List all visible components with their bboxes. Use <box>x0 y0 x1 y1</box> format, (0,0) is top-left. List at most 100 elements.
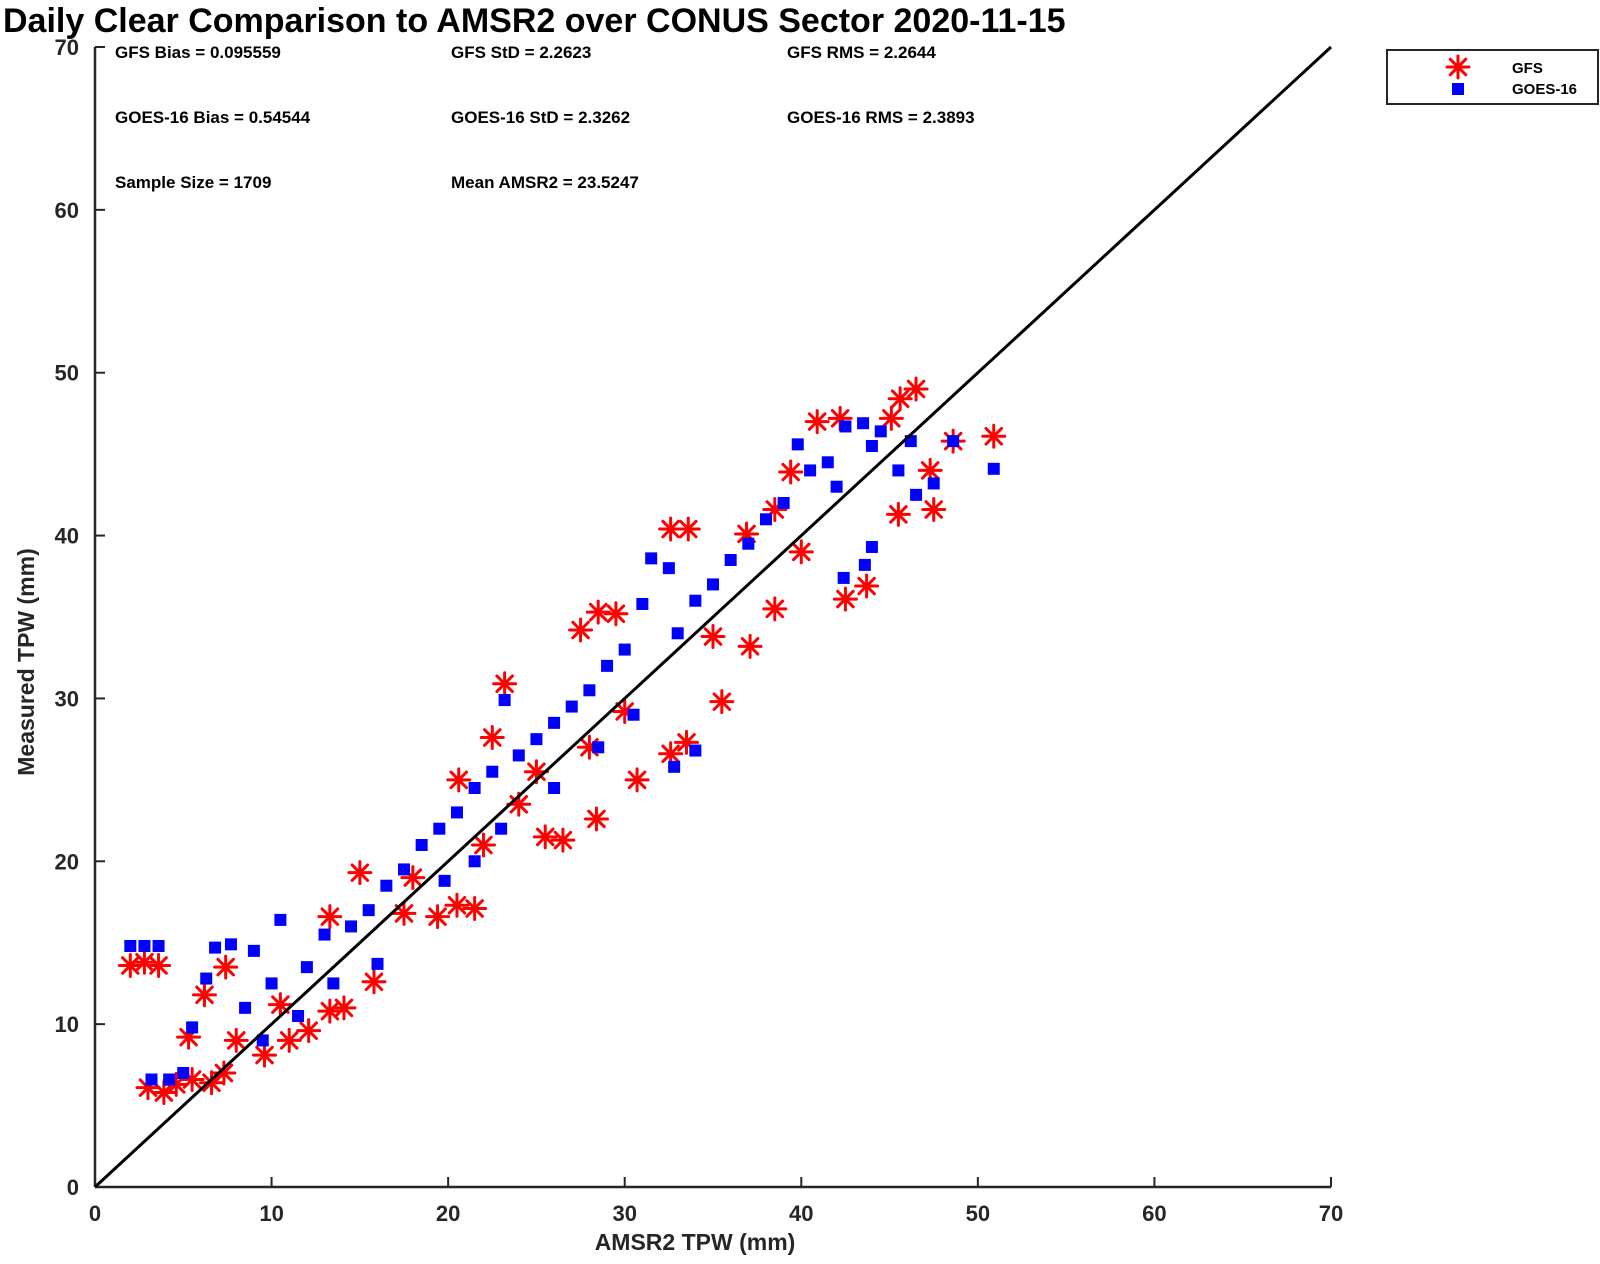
stat-mean-amsr2: Mean AMSR2 = 23.5247 <box>451 173 639 192</box>
gfs-point <box>878 405 904 431</box>
goes16-point <box>548 716 561 729</box>
goes16-point <box>583 684 596 697</box>
goes16-point <box>830 480 843 493</box>
goes16-point <box>380 879 393 892</box>
legend-gfs-label: GFS <box>1512 60 1543 77</box>
goes16-point <box>345 920 358 933</box>
gfs-point <box>788 539 814 565</box>
x-tick-label: 50 <box>966 1201 990 1226</box>
gfs-point <box>583 806 609 832</box>
goes16-point <box>947 435 960 448</box>
gfs-point <box>737 633 763 659</box>
goes16-point <box>601 659 614 672</box>
gfs-point <box>276 1027 302 1053</box>
legend: GFS GOES-16 <box>1386 49 1599 105</box>
goes16-point <box>671 627 684 640</box>
gfs-point <box>444 892 470 918</box>
y-tick-label: 70 <box>55 35 79 60</box>
gfs-point <box>446 767 472 793</box>
goes16-point <box>186 1021 199 1034</box>
gfs-series <box>117 376 1007 1106</box>
goes16-point <box>274 913 287 926</box>
legend-goes16-square-icon <box>1452 83 1464 95</box>
x-tick-label: 60 <box>1142 1201 1166 1226</box>
stat-sample-size: Sample Size = 1709 <box>115 173 271 192</box>
goes16-point <box>689 594 702 607</box>
gfs-point <box>832 586 858 612</box>
y-tick-label: 40 <box>55 524 79 549</box>
goes16-point <box>486 765 499 778</box>
goes16-point <box>256 1034 269 1047</box>
goes16-point <box>548 782 561 794</box>
y-tick-label: 10 <box>55 1012 79 1037</box>
gfs-point <box>709 689 735 715</box>
goes16-point <box>724 554 737 566</box>
gfs-point <box>981 423 1007 449</box>
goes16-point <box>858 558 871 571</box>
goes16-point <box>707 578 719 591</box>
gfs-point <box>267 992 293 1018</box>
goes16-point <box>318 928 331 941</box>
gfs-point <box>252 1042 278 1068</box>
goes16-point <box>239 1001 252 1014</box>
gfs-point <box>903 376 929 402</box>
y-tick-label: 20 <box>55 849 79 874</box>
goes16-point <box>892 464 905 477</box>
goes16-point <box>498 694 511 707</box>
goes16-point <box>530 733 543 746</box>
gfs-point <box>331 995 357 1021</box>
gfs-point <box>391 900 417 926</box>
gfs-point <box>470 832 496 858</box>
stat-goes-rms: GOES-16 RMS = 2.3893 <box>787 108 975 127</box>
goes16-point <box>450 806 463 819</box>
goes16-point <box>742 537 755 550</box>
goes16-point <box>777 497 790 509</box>
gfs-point <box>425 904 451 930</box>
goes16-point <box>124 939 137 952</box>
y-tick-label: 0 <box>67 1175 79 1200</box>
stat-goes-std: GOES-16 StD = 2.3262 <box>451 108 630 127</box>
gfs-point <box>804 409 830 435</box>
gfs-point <box>734 521 760 547</box>
gfs-point <box>778 459 804 485</box>
goes16-point <box>163 1073 176 1086</box>
goes16-point <box>627 708 640 721</box>
gfs-point <box>146 953 172 979</box>
goes16-point <box>371 957 384 970</box>
goes16-point <box>662 562 675 575</box>
y-axis-label: Measured TPW (mm) <box>13 548 39 775</box>
gfs-point <box>151 1080 177 1106</box>
goes16-series <box>124 417 1000 1086</box>
y-tick-labels: 0 10 20 30 40 50 60 70 <box>55 35 79 1200</box>
goes16-point <box>636 597 649 610</box>
goes16-point <box>145 1073 158 1086</box>
goes16-point <box>874 425 887 438</box>
x-tick-label: 10 <box>259 1201 283 1226</box>
goes16-point <box>468 782 481 794</box>
goes16-point <box>362 904 375 917</box>
x-tick-label: 30 <box>612 1201 636 1226</box>
goes16-point <box>265 977 278 990</box>
statistics-block: GFS Bias = 0.095559 GFS StD = 2.2623 GFS… <box>115 43 975 192</box>
gfs-point <box>550 827 576 853</box>
stat-gfs-rms: GFS RMS = 2.2644 <box>787 43 936 62</box>
goes16-point <box>689 744 702 757</box>
y-tick-label: 30 <box>55 686 79 711</box>
axes <box>93 47 1331 1189</box>
goes16-point <box>224 938 237 951</box>
goes16-point <box>857 417 870 430</box>
goes16-point <box>247 944 260 957</box>
y-tick-label: 60 <box>55 198 79 223</box>
gfs-point <box>191 982 217 1008</box>
gfs-point <box>624 767 650 793</box>
goes16-point <box>327 977 340 990</box>
goes16-point <box>759 513 772 526</box>
goes16-point <box>433 822 446 835</box>
chart-title: Daily Clear Comparison to AMSR2 over CON… <box>3 2 1066 40</box>
goes16-point <box>300 961 313 974</box>
goes16-point <box>292 1010 305 1022</box>
gfs-point <box>317 904 343 930</box>
stat-gfs-bias: GFS Bias = 0.095559 <box>115 43 281 62</box>
goes16-point <box>910 488 923 501</box>
